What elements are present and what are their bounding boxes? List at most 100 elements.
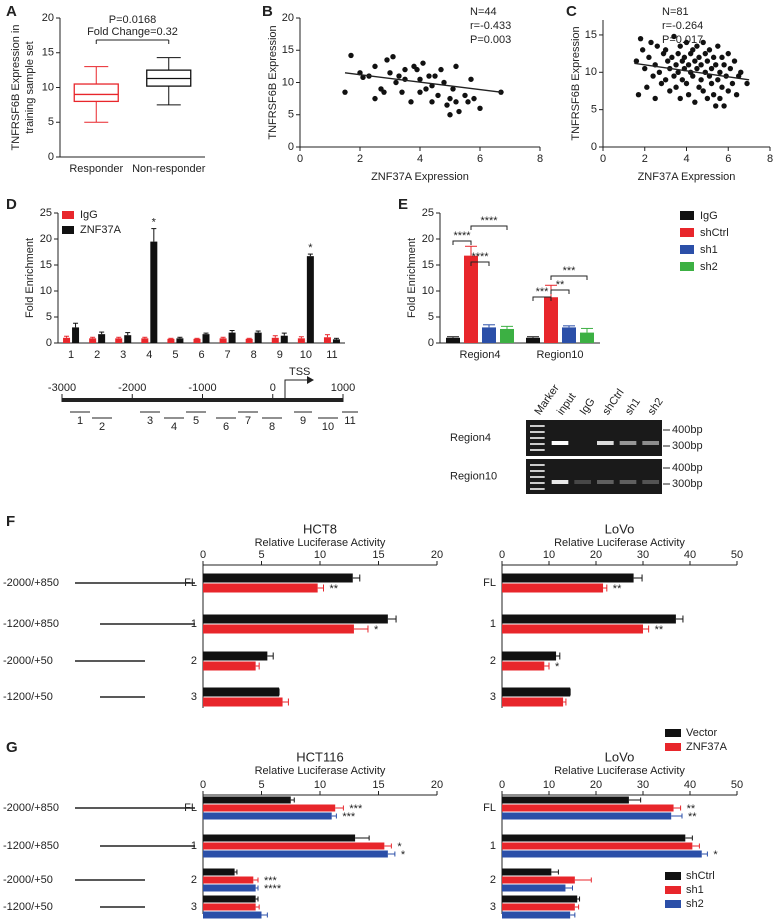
x-tick-label: 8 xyxy=(251,349,257,361)
significance: ** xyxy=(330,583,339,595)
x-tick-label: 30 xyxy=(637,779,649,791)
point xyxy=(650,73,656,79)
point xyxy=(713,62,719,68)
gel-band xyxy=(619,441,637,445)
point xyxy=(675,50,681,57)
ladder-band xyxy=(530,482,545,484)
bar xyxy=(502,614,676,624)
bar xyxy=(580,332,594,343)
point xyxy=(679,77,686,83)
point xyxy=(637,35,644,42)
x-tick-label: 40 xyxy=(684,779,696,791)
point xyxy=(721,103,727,109)
y-axis-label: Fold Enrichment xyxy=(24,238,36,318)
x-tick-label: 6 xyxy=(725,153,731,165)
point xyxy=(662,47,669,53)
size-label: 300bp xyxy=(672,478,703,490)
legend-swatch xyxy=(680,211,694,220)
ruler-label: -2000 xyxy=(118,382,146,394)
lane-label: shCtrl xyxy=(600,387,626,417)
legend-label: sh2 xyxy=(686,898,704,910)
point xyxy=(738,69,744,75)
bar xyxy=(502,876,575,884)
legend-label: sh2 xyxy=(700,261,718,273)
row-label: Region4 xyxy=(450,432,491,444)
significance: *** xyxy=(536,286,550,298)
point xyxy=(702,50,708,57)
y-tick-label: 0 xyxy=(428,337,434,349)
x-tick-label: 8 xyxy=(767,153,773,165)
bar xyxy=(203,895,256,903)
bracket xyxy=(470,261,490,266)
bar xyxy=(176,338,184,343)
point xyxy=(725,88,731,94)
point xyxy=(669,54,675,61)
point xyxy=(453,63,459,70)
point xyxy=(372,95,378,102)
point xyxy=(671,33,677,40)
x-tick-label: 9 xyxy=(277,349,283,361)
x-tick-label: 15 xyxy=(372,779,384,791)
point xyxy=(677,43,683,49)
bar xyxy=(502,573,634,583)
legend-swatch xyxy=(680,245,694,254)
gel-band xyxy=(619,480,637,484)
y-tick-label: 1 xyxy=(191,840,197,852)
x-tick-label: 0 xyxy=(600,153,606,165)
point xyxy=(683,39,690,46)
point xyxy=(384,57,390,63)
x-tick-label: 20 xyxy=(431,549,443,561)
bar xyxy=(203,812,332,820)
point xyxy=(727,65,734,72)
point xyxy=(447,112,453,118)
bar xyxy=(502,697,564,707)
ladder-band xyxy=(530,449,545,451)
point xyxy=(456,108,462,115)
x-tick-label: 5 xyxy=(172,349,178,361)
significance: * xyxy=(401,849,406,861)
point xyxy=(360,74,366,81)
x-axis-label: ZNF37A Expression xyxy=(638,171,736,183)
y-tick-label: FL xyxy=(184,577,197,589)
point xyxy=(694,65,700,72)
point xyxy=(477,105,483,112)
bar xyxy=(219,338,227,343)
subplot-title: LoVo xyxy=(605,521,635,536)
tss-label: TSS xyxy=(289,366,310,378)
x-tick-label: 20 xyxy=(431,779,443,791)
x-tick-label: 30 xyxy=(637,549,649,561)
x-tick-label: 4 xyxy=(417,153,423,165)
point xyxy=(698,77,704,83)
point xyxy=(635,92,642,98)
annotation: Fold Change=0.32 xyxy=(87,26,178,38)
y-tick-label: 3 xyxy=(490,901,496,913)
bar xyxy=(203,876,254,884)
point xyxy=(731,58,738,64)
x-tick-label: 15 xyxy=(372,549,384,561)
y-tick-label: 3 xyxy=(191,901,197,913)
primer-label: 5 xyxy=(193,415,199,427)
x-tick-label: 0 xyxy=(499,549,505,561)
bar xyxy=(203,850,388,858)
x-tick-label: 10 xyxy=(543,779,555,791)
y-tick-label: 15 xyxy=(422,259,434,271)
gel xyxy=(526,420,662,456)
point xyxy=(646,54,652,61)
point xyxy=(692,99,698,105)
legend-swatch xyxy=(62,226,74,234)
point xyxy=(715,43,721,49)
y-tick-label: 15 xyxy=(42,47,54,59)
x-tick-label: 50 xyxy=(731,779,743,791)
stat: N=81 xyxy=(662,6,689,18)
point xyxy=(667,88,673,94)
significance: *** xyxy=(342,811,356,823)
lane-label: sh1 xyxy=(623,396,643,417)
y-tick-label: 5 xyxy=(591,104,597,116)
bar xyxy=(502,868,552,876)
lane-label: input xyxy=(555,391,579,417)
bar xyxy=(203,903,256,911)
x-axis-label: Relative Luciferase Activity xyxy=(255,537,386,549)
bar xyxy=(124,335,132,343)
legend-label: IgG xyxy=(80,209,98,221)
